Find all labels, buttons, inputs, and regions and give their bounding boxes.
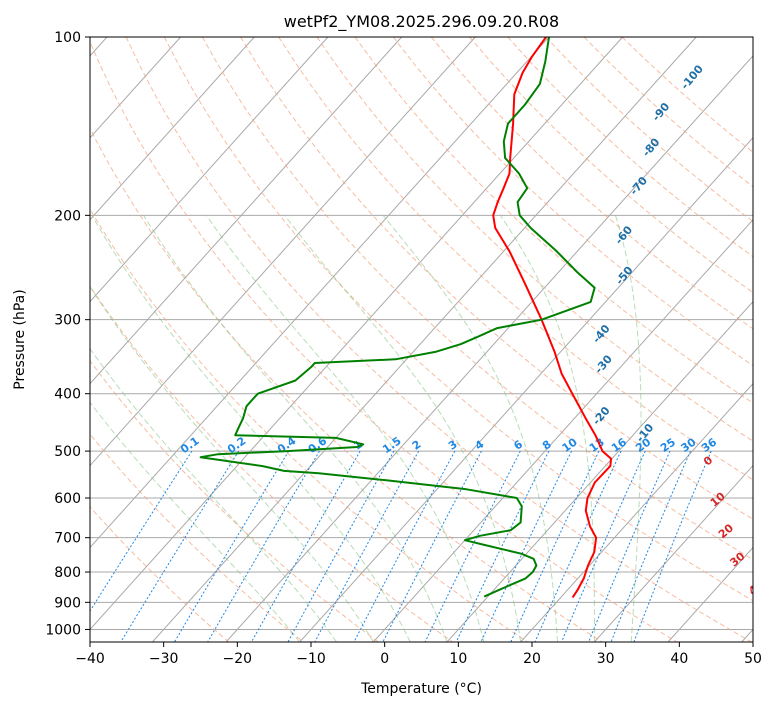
isotherm-line <box>520 382 753 642</box>
x-tick-label: −10 <box>296 651 326 667</box>
x-tick-label: −20 <box>223 651 253 667</box>
mixing-ratio-line <box>455 450 550 642</box>
y-tick-label: 400 <box>54 387 81 403</box>
isotherm-line <box>373 218 753 642</box>
plot-frame <box>89 36 754 643</box>
sounding-series <box>199 37 613 598</box>
x-axis-ticks: −40 −30 −20 −10 0 10 20 30 40 50 <box>75 642 762 667</box>
dry-adiabat <box>90 208 528 642</box>
isotherm-line <box>225 55 753 642</box>
chart-title: wetPf2_YM08.2025.296.09.20.R08 <box>284 12 559 32</box>
mixing-ratio-line <box>90 450 193 612</box>
y-tick-label: 500 <box>54 444 81 460</box>
mixing-ratio-line <box>353 450 456 642</box>
y-tick-label: 100 <box>54 30 81 46</box>
x-tick-label: 50 <box>744 651 762 667</box>
moist-adiabat <box>499 215 595 642</box>
dry-adiabat <box>90 359 379 642</box>
dry-adiabat <box>240 37 753 520</box>
mixing-ratio-line <box>480 450 573 642</box>
isotherm-line <box>90 37 402 385</box>
y-tick-label: 700 <box>54 531 81 547</box>
mixing-ratio-line <box>287 450 395 642</box>
y-tick-label: 600 <box>54 491 81 507</box>
isotherm-line <box>152 37 697 642</box>
moist-adiabat <box>90 401 301 642</box>
isotherm-line <box>90 37 255 221</box>
temperature-profile <box>492 37 613 598</box>
y-axis-ticks: 100 200 300 400 500 600 700 800 900 1000 <box>45 30 90 638</box>
y-tick-label: 300 <box>54 313 81 329</box>
x-tick-label: 20 <box>523 651 541 667</box>
moist-adiabats <box>90 214 642 642</box>
dry-adiabat <box>163 37 753 602</box>
x-tick-label: 10 <box>449 651 467 667</box>
moist-adiabat <box>382 214 558 642</box>
y-tick-label: 800 <box>54 565 81 581</box>
isotherm-line <box>90 37 329 303</box>
mixing-ratio-line <box>610 450 691 642</box>
dry-adiabat <box>316 37 753 442</box>
mixing-ratio-line <box>314 450 420 642</box>
x-tick-label: 40 <box>670 651 688 667</box>
x-tick-label: −40 <box>75 651 105 667</box>
x-axis-label: Temperature (°C) <box>360 681 482 697</box>
moist-adiabat <box>615 215 642 642</box>
isobar-grid <box>90 37 753 630</box>
mixing-ratio-line <box>633 450 712 642</box>
dry-adiabat <box>392 37 753 367</box>
x-tick-label: 0 <box>380 651 389 667</box>
dry-adiabat <box>278 37 753 481</box>
dry-adiabat <box>201 37 753 561</box>
dry-adiabat <box>430 37 753 330</box>
dry-adiabat <box>469 37 753 294</box>
x-tick-label: −30 <box>149 651 179 667</box>
dry-adiabat <box>90 433 304 642</box>
isotherm-grid <box>90 37 753 642</box>
dry-adiabat <box>90 285 454 642</box>
dewpoint-profile <box>199 37 596 598</box>
moist-adiabat <box>143 215 448 642</box>
mixing-ratio-line <box>120 450 240 642</box>
isotherm-line <box>594 464 753 642</box>
dry-adiabat <box>90 127 603 642</box>
mixing-ratio-line <box>382 450 482 642</box>
moist-adiabat <box>284 214 522 642</box>
mixing-ratio-line <box>510 450 600 642</box>
theta-e-label: 40 <box>746 578 766 598</box>
isotherm-line <box>446 300 753 642</box>
moist-adiabat <box>90 347 337 642</box>
mixing-ratio-line <box>251 450 361 642</box>
y-tick-label: 900 <box>54 595 81 611</box>
dry-adiabat <box>125 37 752 642</box>
moist-adiabat <box>205 215 485 642</box>
moist-adiabat <box>90 285 374 642</box>
x-tick-label: 30 <box>597 651 615 667</box>
isotherm-line <box>90 37 476 467</box>
mixing-ratio-line <box>534 450 622 642</box>
isotherm-line <box>90 37 623 631</box>
isotherm-line <box>90 37 550 549</box>
y-tick-label: 1000 <box>45 622 81 638</box>
y-axis-label: Pressure (hPa) <box>12 289 28 389</box>
y-tick-label: 200 <box>54 208 81 224</box>
